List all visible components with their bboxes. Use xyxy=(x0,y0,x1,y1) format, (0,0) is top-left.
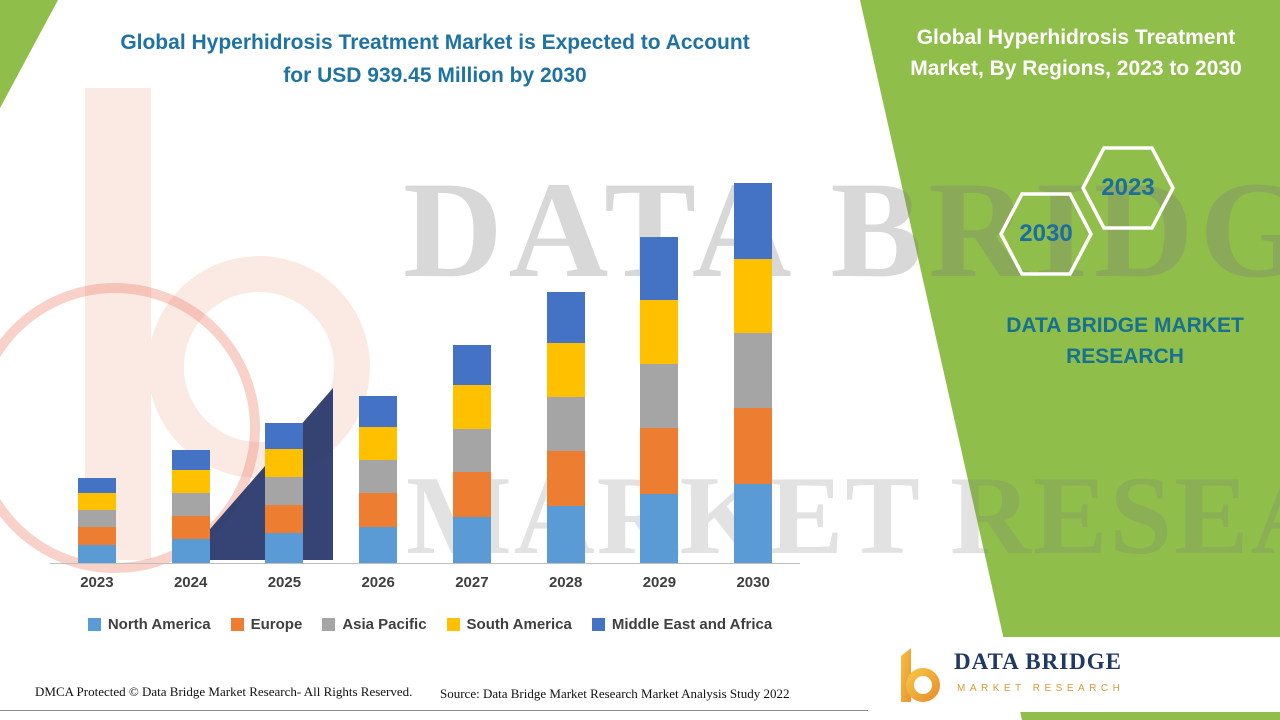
x-axis-labels: 2023 2024 2025 2026 2027 2028 2029 2030 xyxy=(50,574,800,591)
bar-segment-2023 xyxy=(77,527,116,545)
brand-name-side: DATA BRIDGE MARKET RESEARCH xyxy=(965,310,1280,372)
watermark-logo-red-ring xyxy=(0,283,260,573)
x-axis-label: 2030 xyxy=(736,574,770,591)
bar-segment-2025 xyxy=(265,449,304,477)
side-heading-line1: Global Hyperhidrosis Treatment xyxy=(916,26,1236,49)
legend-swatch-icon xyxy=(87,618,101,631)
footer-source-text: Source: Data Bridge Market Research Mark… xyxy=(440,686,790,701)
bar-2029 xyxy=(640,237,679,563)
bar-2027 xyxy=(452,345,491,563)
bar-segment-2027 xyxy=(452,472,491,517)
bar-segment-2024 xyxy=(171,515,210,539)
bar-segment-2028 xyxy=(546,292,585,344)
bar-segment-2028 xyxy=(546,505,585,563)
footer-dmca-text: DMCA Protected © Data Bridge Market Rese… xyxy=(35,684,413,699)
bar-2024 xyxy=(171,449,210,563)
bar-segment-2027 xyxy=(452,428,491,472)
bar-segment-2025 xyxy=(265,476,304,505)
bar-segment-2023 xyxy=(77,510,116,528)
bar-segment-2028 xyxy=(546,343,585,397)
hexagon-outline-icon xyxy=(999,192,1093,276)
chart-title-line1: Global Hyperhidrosis Treatment Market is… xyxy=(120,31,750,54)
bar-2028 xyxy=(546,292,585,563)
legend-label: Europe xyxy=(250,616,303,633)
bar-segment-2030 xyxy=(734,407,773,484)
side-heading-line2: Market, By Regions, 2023 to 2030 xyxy=(910,57,1242,80)
bar-segment-2026 xyxy=(359,460,398,494)
bar-segment-2029 xyxy=(640,237,679,300)
legend-label: South America xyxy=(466,616,572,633)
bar-2025 xyxy=(265,423,304,563)
x-axis-label: 2028 xyxy=(548,574,583,591)
legend-item: Middle East and Africa xyxy=(591,616,773,633)
bar-segment-2030 xyxy=(734,483,773,563)
bar-segment-2030 xyxy=(734,258,773,334)
bar-segment-2025 xyxy=(265,504,304,534)
bar-segment-2029 xyxy=(640,428,679,495)
legend-item: South America xyxy=(446,616,572,633)
x-axis-label: 2029 xyxy=(642,574,677,591)
brand-name-line2: RESEARCH xyxy=(1066,345,1184,368)
bar-segment-2029 xyxy=(640,364,679,429)
legend-label: Middle East and Africa xyxy=(611,616,773,633)
chart-title: Global Hyperhidrosis Treatment Market is… xyxy=(30,26,840,92)
bar-segment-2030 xyxy=(734,333,773,408)
bar-segment-2029 xyxy=(640,299,679,365)
logo-brand-text: DATA BRIDGE xyxy=(954,649,1122,674)
bar-segment-2024 xyxy=(171,538,210,563)
bar-segment-2026 xyxy=(359,493,398,528)
hexagon-2023-label: 2023 xyxy=(1101,174,1155,201)
legend-swatch-icon xyxy=(591,618,605,631)
x-axis-label: 2023 xyxy=(80,574,114,591)
x-axis-label: 2027 xyxy=(455,574,489,591)
bar-segment-2023 xyxy=(77,493,116,511)
x-axis-label: 2026 xyxy=(361,574,395,591)
bar-segment-2028 xyxy=(546,450,585,506)
bar-segment-2026 xyxy=(359,427,398,461)
brand-name-line1: DATA BRIDGE MARKET xyxy=(1006,314,1244,337)
hexagon-2030: 2030 xyxy=(998,191,1094,277)
legend-label: Asia Pacific xyxy=(342,616,427,633)
bar-segment-2024 xyxy=(171,470,210,493)
logo-card: DATA BRIDGE MARKET RESEARCH xyxy=(868,637,1280,712)
bar-segment-2024 xyxy=(171,449,210,471)
hexagon-outline-icon xyxy=(1081,146,1175,230)
bar-2023 xyxy=(77,478,116,563)
legend-swatch-icon xyxy=(322,618,336,631)
bar-segment-2027 xyxy=(452,345,491,386)
bar-segment-2026 xyxy=(359,527,398,563)
bar-segment-2024 xyxy=(171,492,210,516)
bar-segment-2023 xyxy=(77,478,116,494)
bar-segment-2028 xyxy=(546,396,585,451)
chart-legend: North America Europe Asia Pacific South Ame… xyxy=(20,616,840,633)
bar-2030 xyxy=(734,183,773,563)
bar-segment-2029 xyxy=(640,494,679,563)
chart-title-line2: for USD 939.45 Million by 2030 xyxy=(283,64,587,87)
legend-item: North America xyxy=(87,616,211,633)
bar-segment-2023 xyxy=(77,544,116,563)
hexagon-2023: 2023 xyxy=(1080,145,1176,231)
bar-segment-2027 xyxy=(452,516,491,563)
bar-segment-2026 xyxy=(359,395,398,428)
bar-2026 xyxy=(359,395,398,563)
logo-tagline-text: MARKET RESEARCH xyxy=(957,683,1125,694)
bar-segment-2027 xyxy=(452,385,491,429)
bar-segment-2025 xyxy=(265,423,304,450)
legend-swatch-icon xyxy=(230,618,244,631)
x-axis-label: 2025 xyxy=(267,574,302,591)
side-panel-heading: Global Hyperhidrosis Treatment Market, B… xyxy=(880,22,1272,84)
footer-divider xyxy=(0,710,1280,711)
legend-item: Europe xyxy=(230,616,303,633)
data-bridge-logo-icon xyxy=(901,648,940,702)
legend-label: North America xyxy=(107,616,211,633)
hexagon-2030-label: 2030 xyxy=(1019,220,1073,247)
legend-item: Asia Pacific xyxy=(322,616,427,633)
x-axis-line xyxy=(50,563,800,564)
legend-swatch-icon xyxy=(446,618,460,631)
x-axis-label: 2024 xyxy=(173,574,208,591)
stacked-bar-chart xyxy=(50,183,800,563)
bar-segment-2025 xyxy=(265,533,304,563)
bar-segment-2030 xyxy=(734,183,773,259)
